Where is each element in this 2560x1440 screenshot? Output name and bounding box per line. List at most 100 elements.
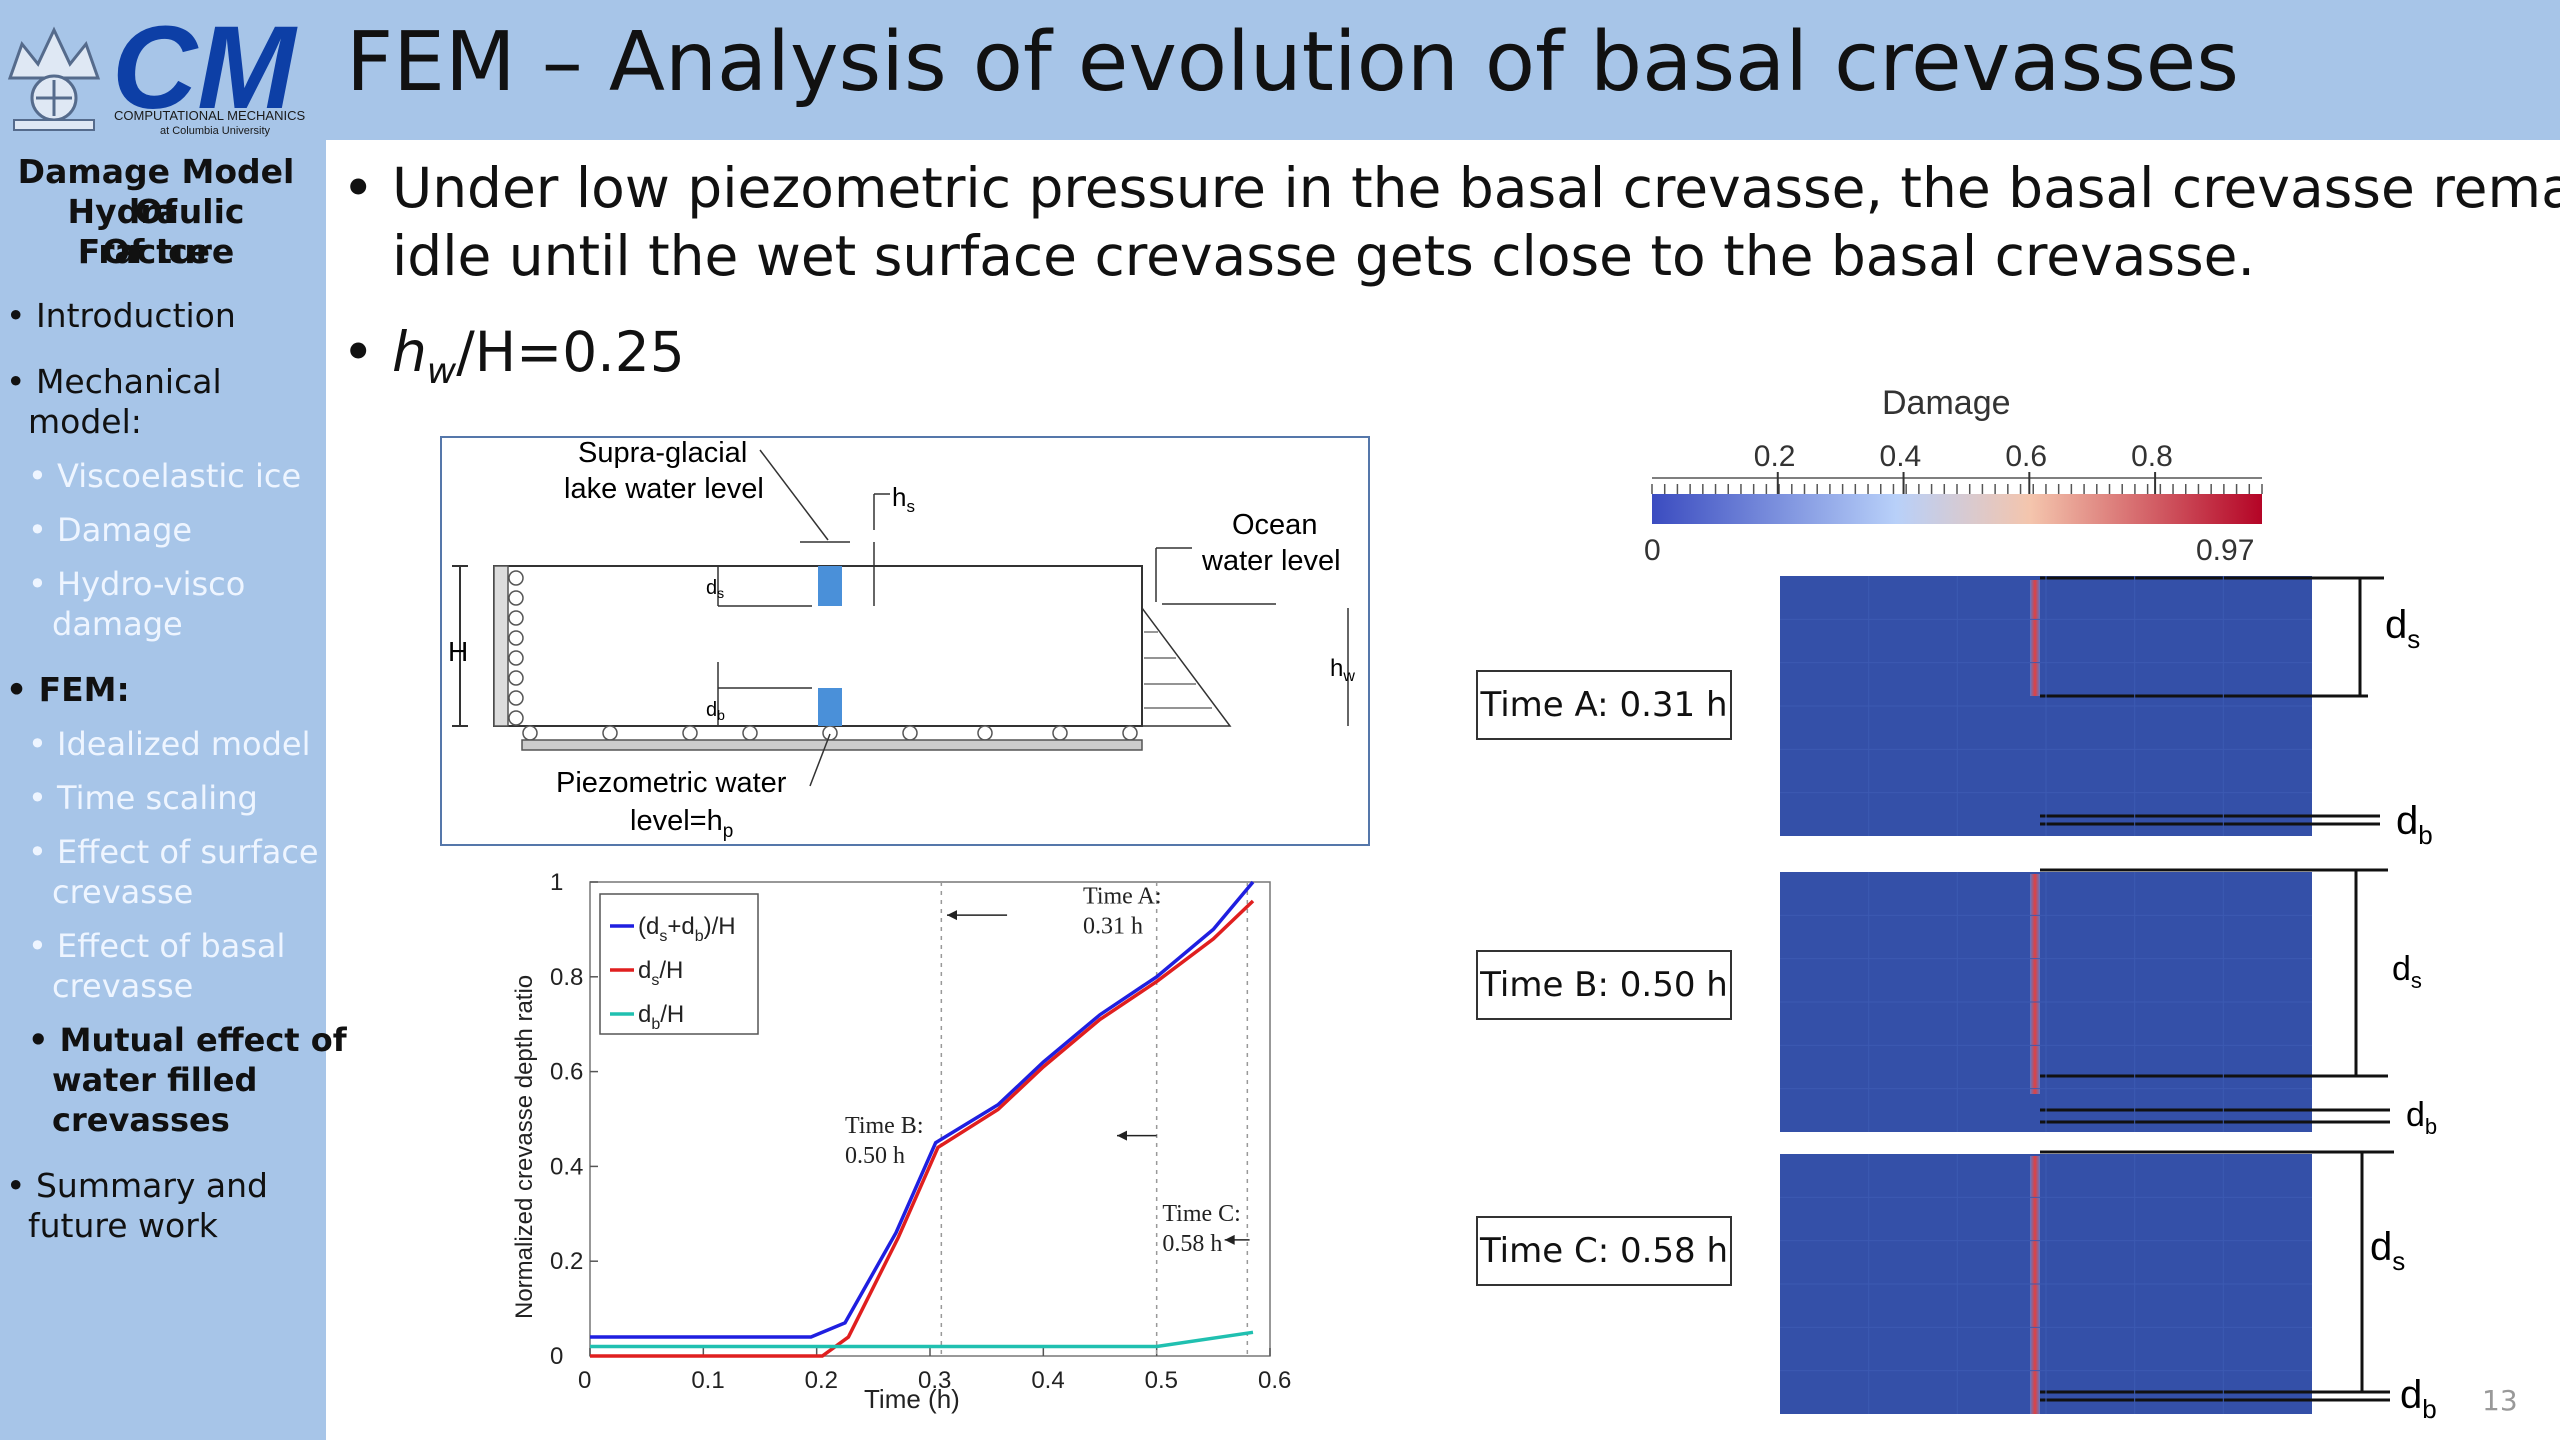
crack-a	[2030, 580, 2040, 696]
sidebar-item-surface-crevasse-line2[interactable]: crevasse	[52, 873, 194, 911]
panel-a-db-label: db	[2396, 799, 2433, 850]
lake-label-line1: Supra-glacial	[578, 437, 747, 469]
annotation-line1: Time C:	[1162, 1201, 1240, 1227]
y-tick-label: 0.6	[550, 1059, 583, 1086]
schematic-frame	[440, 436, 1370, 846]
sidebar-item-mutual-effect-line3[interactable]: crevasses	[52, 1101, 230, 1139]
sidebar-item-basal-crevasse[interactable]: • Effect of basal	[28, 927, 286, 965]
bullet-1-line1: Under low piezometric pressure in the ba…	[391, 156, 2560, 220]
colorbar-tick-label: 0.6	[2005, 440, 2047, 473]
sidebar-title-line3: Of Ice	[101, 232, 211, 271]
sidebar-item-hydro-visco-damage[interactable]: • Hydro-visco	[28, 565, 246, 603]
annotation-line1: Time B:	[845, 1113, 923, 1139]
x-axis-label: Time (h)	[864, 1384, 960, 1414]
chart-axes: 0 0.1 0.2 0.3 0.4 0.5 0.6 0 0.2 0.4 0.6 0.8 1 Time (h…	[511, 869, 1291, 1414]
sidebar-item-mutual-effect-line2[interactable]: water filled	[52, 1061, 258, 1099]
sidebar-item-introduction[interactable]: • Introduction	[6, 296, 236, 335]
sidebar-item-viscoelastic-ice[interactable]: • Viscoelastic ice	[28, 457, 302, 495]
time-b-label: Time B: 0.50 h	[1476, 950, 1732, 1020]
sidebar-item-hydro-visco-damage-line2[interactable]: damage	[52, 605, 183, 643]
sidebar-title-line1: Damage Model Of	[17, 152, 295, 231]
annotation-arrowhead	[1224, 1234, 1235, 1245]
cm-logo: CM COMPUTATIONAL MECHANICS at Columbia U…	[7, 2, 305, 137]
colorbar-max-label: 0.97	[2196, 534, 2254, 567]
colorbar-tick-label: 0.2	[1754, 440, 1796, 473]
y-tick-label: 0.4	[550, 1153, 583, 1180]
bullet-1: • Under low piezometric pressure in the …	[342, 154, 2560, 222]
x-tick-label: 0.2	[805, 1367, 838, 1394]
logo-line2: at Columbia University	[160, 125, 271, 137]
series-line	[590, 1330, 1254, 1349]
legend-box	[599, 893, 759, 1035]
page-number: 13	[2482, 1384, 2518, 1417]
sidebar-item-mechanical-model[interactable]: • Mechanical	[6, 362, 222, 401]
logo-letters: CM	[112, 2, 298, 134]
annotation-line1: Time A:	[1083, 883, 1161, 909]
panel-b-db-label: db	[2406, 1096, 2437, 1139]
sidebar-item-summary-line2[interactable]: future work	[28, 1206, 218, 1245]
x-tick-label: 0.5	[1145, 1367, 1178, 1394]
panel-c-db-label: db	[2400, 1373, 2437, 1424]
sidebar-item-fem[interactable]: • FEM:	[6, 670, 130, 709]
series-line	[590, 880, 1255, 1339]
sidebar-item-surface-crevasse[interactable]: • Effect of surface	[28, 833, 319, 871]
piezo-label-line2: level=hp	[630, 805, 733, 842]
hs-label: hs	[892, 482, 915, 516]
colorbar-ticks: 0.2 0.4 0.6 0.8	[1651, 440, 2263, 494]
crack-b	[2030, 874, 2040, 1094]
crack-c	[2030, 1156, 2040, 1414]
x-tick-label: 0.6	[1258, 1367, 1291, 1394]
sidebar-item-basal-crevasse-line2[interactable]: crevasse	[52, 967, 194, 1005]
x-tick-label: 0.1	[691, 1367, 724, 1394]
y-tick-label: 1	[550, 869, 563, 896]
panel-c-ds-label: ds	[2370, 1225, 2405, 1276]
bullet-2: • hw/H=0.25	[342, 320, 685, 392]
sidebar-item-mutual-effect[interactable]: • Mutual effect of	[28, 1021, 347, 1059]
sidebar-item-damage[interactable]: • Damage	[28, 511, 193, 549]
damage-panel-c: ds db	[1780, 1150, 2437, 1424]
colorbar-tick-label: 0.8	[2131, 440, 2173, 473]
annotation-arrowhead	[1117, 1130, 1127, 1141]
lake-label-line2: lake water level	[564, 473, 764, 505]
sidebar-item-idealized-model[interactable]: • Idealized model	[28, 725, 311, 763]
left-wall-support	[493, 565, 524, 727]
ocean-label-line2: water level	[1201, 545, 1341, 577]
ds-label: ds	[706, 577, 724, 601]
slide-title: FEM – Analysis of evolution of basal cre…	[346, 15, 2239, 110]
hw-label: hw	[1330, 655, 1355, 685]
piezo-label-line1: Piezometric water	[556, 767, 787, 799]
colorbar-gradient	[1652, 494, 2262, 524]
header-bar	[0, 0, 2560, 140]
legend-entry: ds/H	[638, 957, 683, 989]
bullet-2-rest: /H=0.25	[456, 320, 685, 384]
bullet-2-sub: w	[426, 351, 457, 392]
sidebar-item-time-scaling[interactable]: • Time scaling	[28, 779, 258, 817]
surface-crevasse	[818, 566, 842, 606]
x-tick-label: 0.3	[918, 1367, 951, 1394]
y-axis-label: Normalized crevasse depth ratio	[511, 975, 538, 1319]
legend-entry: (ds+db)/H	[638, 913, 736, 945]
colorbar-min-label: 0	[1644, 534, 1661, 567]
chart-legend: (ds+db)/H ds/H db/H	[599, 893, 759, 1035]
legend-entry: db/H	[638, 1001, 684, 1033]
ocean-pressure-triangle	[1141, 605, 1232, 727]
series-line	[590, 899, 1255, 1358]
bullet-2-var: h	[391, 320, 427, 384]
x-tick-label: 0	[578, 1367, 591, 1394]
crevasse-depth-chart: 0 0.1 0.2 0.3 0.4 0.5 0.6 0 0.2 0.4 0.6 0.8 1 Time (h…	[511, 869, 1291, 1414]
damage-panels: ds db ds db ds db	[1780, 576, 2437, 1424]
y-tick-label: 0.8	[550, 964, 583, 991]
basal-crevasse	[818, 688, 842, 726]
sidebar-item-summary[interactable]: • Summary and	[6, 1166, 269, 1205]
crown-seal-icon	[7, 26, 101, 131]
sidebar-item-mechanical-model-line2[interactable]: model:	[28, 402, 142, 441]
annotation-line2: 0.50 h	[845, 1143, 905, 1169]
damage-colorbar: Damage 0.2 0.4 0.6 0.8 0 0.97	[1644, 384, 2263, 567]
y-tick-label: 0.2	[550, 1248, 583, 1275]
bottom-roller-support	[521, 725, 1143, 751]
damage-panel-b: ds db	[1780, 868, 2437, 1139]
sidebar-title-line2: Hydraulic Fracture	[67, 192, 245, 271]
sidebar: Damage Model Of Hydraulic Fracture Of Ic…	[0, 140, 347, 1440]
ocean-label-line1: Ocean	[1232, 509, 1317, 541]
bullet-1-line2: idle until the wet surface crevasse gets…	[392, 224, 2255, 288]
